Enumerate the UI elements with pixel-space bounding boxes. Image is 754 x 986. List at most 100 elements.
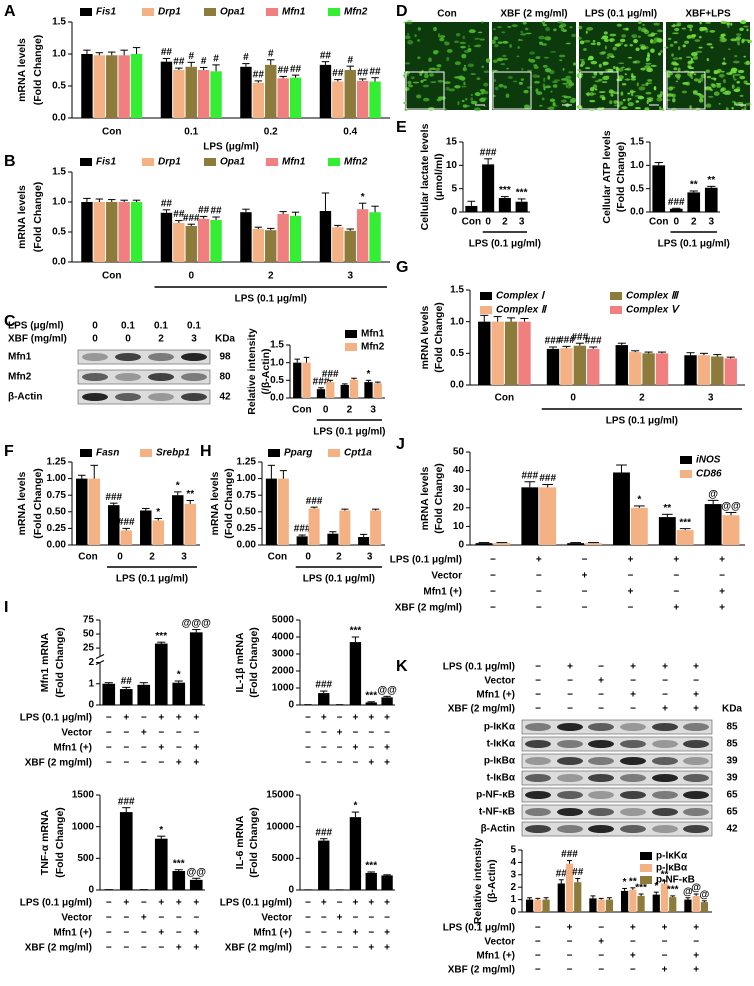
cell	[465, 98, 467, 100]
bar	[621, 891, 628, 912]
cell	[698, 47, 702, 49]
cell	[457, 101, 459, 105]
legend-swatch	[140, 449, 152, 457]
cell	[657, 29, 663, 32]
kda-value: 85	[726, 739, 738, 750]
cell	[705, 22, 711, 24]
cell	[674, 24, 681, 26]
cell	[544, 36, 551, 40]
condition-value: −	[630, 965, 636, 976]
condition-value: −	[535, 965, 541, 976]
blot-header-label: Mfn1 (+)	[476, 690, 515, 701]
blot-header-value: −	[693, 676, 699, 687]
y-tick-label: 1.5	[630, 137, 644, 148]
cell	[521, 68, 523, 71]
blot-band	[557, 723, 583, 731]
cell	[730, 38, 736, 41]
cell	[716, 71, 721, 74]
panel-label: B	[4, 153, 16, 170]
condition-label: Vector	[61, 913, 92, 924]
cell	[723, 79, 726, 83]
cell	[563, 68, 565, 71]
cell	[707, 43, 713, 45]
y-axis-label: Relative intensity	[472, 838, 484, 925]
y-tick-label: 0.00	[237, 540, 257, 551]
cell	[665, 99, 670, 101]
cell	[638, 36, 641, 38]
condition-value: +	[693, 923, 699, 934]
cell	[617, 24, 622, 27]
legend-label: Cpt1a	[344, 448, 372, 459]
significance-label: ***	[365, 861, 377, 872]
condition-value: −	[582, 603, 588, 614]
bar	[560, 348, 572, 385]
blot-band	[525, 774, 551, 782]
bar	[574, 882, 581, 912]
condition-value: +	[193, 928, 199, 939]
blot-band	[620, 723, 646, 731]
bar	[358, 537, 369, 545]
cell	[474, 45, 478, 47]
y-axis-label: (β-Actin)	[486, 859, 498, 902]
cell	[640, 46, 646, 50]
bar	[364, 382, 372, 398]
cell	[662, 108, 665, 111]
x-tick-label: 3	[181, 552, 187, 563]
condition-value: −	[106, 913, 112, 924]
bar	[106, 55, 117, 118]
condition-label: Mfn1 (+)	[476, 951, 515, 962]
cell	[624, 68, 630, 70]
y-axis-label: Cellular lactate levels	[419, 123, 431, 230]
condition-value: +	[630, 951, 636, 962]
condition-value: +	[719, 603, 725, 614]
condition-value: −	[193, 913, 199, 924]
condition-value: +	[627, 555, 633, 566]
bar	[253, 83, 264, 118]
significance-label: ***	[679, 517, 691, 528]
cell	[609, 34, 616, 37]
blot-band	[181, 373, 207, 381]
blot-header-value: +	[662, 662, 668, 673]
cell	[616, 79, 622, 82]
significance-label: ##	[161, 198, 173, 209]
cell	[444, 108, 446, 111]
panel-label: I	[4, 599, 8, 616]
cell	[483, 91, 488, 94]
cell	[689, 105, 691, 109]
x-tick-label: 2	[268, 271, 274, 282]
cell	[562, 29, 567, 32]
y-tick-label: 0.50	[47, 506, 67, 517]
cell	[672, 32, 679, 34]
bar	[606, 900, 613, 912]
bar	[161, 62, 172, 118]
panel-label: D	[396, 3, 408, 20]
y-axis-label: IL-1β mRNA	[234, 632, 246, 692]
cell	[416, 94, 421, 98]
condition-label: Vector	[431, 571, 462, 582]
cell	[476, 92, 479, 95]
y-axis-label: mRNA levels	[16, 38, 28, 102]
condition-label: LPS (0.1 μg/ml)	[390, 555, 462, 566]
y-tick-label: 1.0	[52, 197, 66, 208]
cell	[591, 43, 596, 45]
cell	[474, 107, 481, 111]
blot-header-value: −	[535, 704, 541, 715]
y-tick-label: 0	[458, 540, 464, 551]
bar	[598, 900, 605, 912]
condition-value: −	[536, 587, 542, 598]
condition-value: −	[582, 587, 588, 598]
cell	[506, 68, 509, 70]
bar	[585, 543, 602, 545]
condition-label: XBF (2 mg/ml)	[25, 943, 92, 954]
condition-label: Mfn1 (+)	[53, 743, 92, 754]
bar	[629, 352, 641, 385]
cell	[520, 31, 523, 33]
significance-label: ###	[585, 336, 602, 347]
legend-label: Fis1	[96, 157, 116, 168]
bar	[381, 875, 392, 890]
legend-swatch	[480, 306, 492, 314]
condition-value: −	[627, 571, 633, 582]
blot-header-value: 3	[191, 334, 197, 345]
cell	[495, 87, 499, 91]
cell	[674, 41, 678, 44]
